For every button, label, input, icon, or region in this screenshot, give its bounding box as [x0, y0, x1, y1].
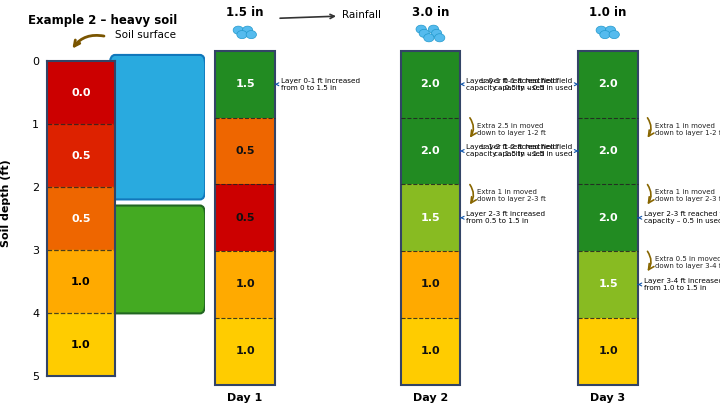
Text: 1.5: 1.5: [420, 213, 440, 223]
Bar: [215, 51, 275, 385]
Bar: [215, 251, 275, 318]
Circle shape: [424, 34, 434, 42]
Bar: [401, 251, 460, 318]
Text: Extra 1 in moved
down to layer 1-2 ft: Extra 1 in moved down to layer 1-2 ft: [654, 123, 720, 136]
Text: 0.5: 0.5: [71, 214, 91, 224]
Bar: [215, 184, 275, 251]
Circle shape: [431, 29, 442, 37]
Text: 0.0: 0.0: [71, 88, 91, 98]
Bar: [215, 118, 275, 184]
Text: Day 3: Day 3: [590, 393, 626, 403]
Text: 1.0: 1.0: [420, 346, 440, 356]
Bar: [401, 318, 460, 385]
Bar: [578, 51, 638, 385]
Text: Layer 2-3 ft increased
from 0.5 to 1.5 in: Layer 2-3 ft increased from 0.5 to 1.5 i…: [461, 211, 545, 224]
Text: 2.0: 2.0: [598, 213, 618, 223]
Text: 3.0 in: 3.0 in: [412, 6, 449, 19]
Text: Soil depth (ft): Soil depth (ft): [1, 160, 11, 247]
Text: Actual
available soil
moisture (in): Actual available soil moisture (in): [120, 241, 194, 278]
Text: 1.0: 1.0: [235, 346, 255, 356]
FancyBboxPatch shape: [109, 206, 205, 313]
Circle shape: [246, 31, 256, 39]
Bar: [578, 51, 638, 118]
Bar: [215, 51, 275, 118]
Text: Layer 0-1 ft reached field
capacity – 0.5 in used: Layer 0-1 ft reached field capacity – 0.…: [481, 78, 578, 91]
Text: 0.5: 0.5: [235, 213, 255, 223]
Text: Layer 1-2 ft reached field
capacity – 1.5 in used: Layer 1-2 ft reached field capacity – 1.…: [481, 144, 578, 158]
Circle shape: [600, 31, 610, 39]
Text: Extra 2.5 in moved
down to layer 1-2 ft: Extra 2.5 in moved down to layer 1-2 ft: [477, 123, 546, 136]
Circle shape: [606, 26, 616, 34]
Text: Available soil
water to the
crops -
2.0 in/ft: Available soil water to the crops - 2.0 …: [120, 102, 194, 152]
Bar: [215, 318, 275, 385]
Bar: [401, 118, 460, 184]
Circle shape: [609, 31, 619, 39]
Bar: [578, 118, 638, 184]
Text: 1.0: 1.0: [71, 340, 91, 350]
Circle shape: [435, 34, 445, 42]
Circle shape: [233, 26, 243, 34]
Text: Example 2 – heavy soil: Example 2 – heavy soil: [28, 14, 177, 27]
Bar: [401, 51, 460, 118]
Text: Layer 2-3 ft reached field
capacity – 0.5 in used: Layer 2-3 ft reached field capacity – 0.…: [638, 211, 720, 224]
Text: 1.0: 1.0: [598, 346, 618, 356]
Circle shape: [243, 26, 253, 34]
Circle shape: [237, 31, 247, 39]
Text: Day 1: Day 1: [228, 393, 263, 403]
Text: 2.0: 2.0: [598, 79, 618, 89]
Text: Layer 0-1 ft reached field
capacity – 0.5 in used: Layer 0-1 ft reached field capacity – 0.…: [461, 78, 557, 91]
Text: Extra 1 in moved
down to layer 2-3 ft: Extra 1 in moved down to layer 2-3 ft: [654, 189, 720, 202]
Text: 0.5: 0.5: [71, 151, 91, 161]
FancyBboxPatch shape: [109, 55, 205, 199]
Text: 2.0: 2.0: [598, 146, 618, 156]
Text: Extra 1 in moved
down to layer 2-3 ft: Extra 1 in moved down to layer 2-3 ft: [477, 189, 546, 202]
Text: Day 2: Day 2: [413, 393, 448, 403]
Text: Layer 0-1 ft increased
from 0 to 1.5 in: Layer 0-1 ft increased from 0 to 1.5 in: [275, 78, 360, 91]
Bar: [401, 184, 460, 251]
Circle shape: [416, 25, 426, 33]
Text: 2.0: 2.0: [420, 146, 440, 156]
Text: 1.0: 1.0: [235, 280, 255, 289]
Text: Extra 0.5 in moved
down to layer 3-4 ft: Extra 0.5 in moved down to layer 3-4 ft: [654, 256, 720, 269]
Text: 1.5 in: 1.5 in: [226, 6, 264, 19]
Text: 1.5: 1.5: [598, 280, 618, 289]
Bar: [401, 51, 460, 385]
Text: Rainfall: Rainfall: [280, 10, 381, 20]
Circle shape: [428, 25, 438, 33]
Text: Soil surface: Soil surface: [115, 30, 176, 39]
Circle shape: [596, 26, 606, 34]
Text: 1.0: 1.0: [71, 277, 91, 287]
Bar: [578, 251, 638, 318]
Circle shape: [419, 29, 429, 37]
Text: Layer 3-4 ft increased
from 1.0 to 1.5 in: Layer 3-4 ft increased from 1.0 to 1.5 i…: [638, 278, 720, 291]
Bar: [578, 184, 638, 251]
Text: 1.0: 1.0: [420, 280, 440, 289]
Text: Layer 1-2 ft reached field
capacity – 1.5 in used: Layer 1-2 ft reached field capacity – 1.…: [461, 144, 557, 158]
Text: 0.5: 0.5: [235, 146, 255, 156]
Bar: [578, 318, 638, 385]
Text: 1.5: 1.5: [235, 79, 255, 89]
Text: 2.0: 2.0: [420, 79, 440, 89]
Text: 1.0 in: 1.0 in: [590, 6, 626, 19]
